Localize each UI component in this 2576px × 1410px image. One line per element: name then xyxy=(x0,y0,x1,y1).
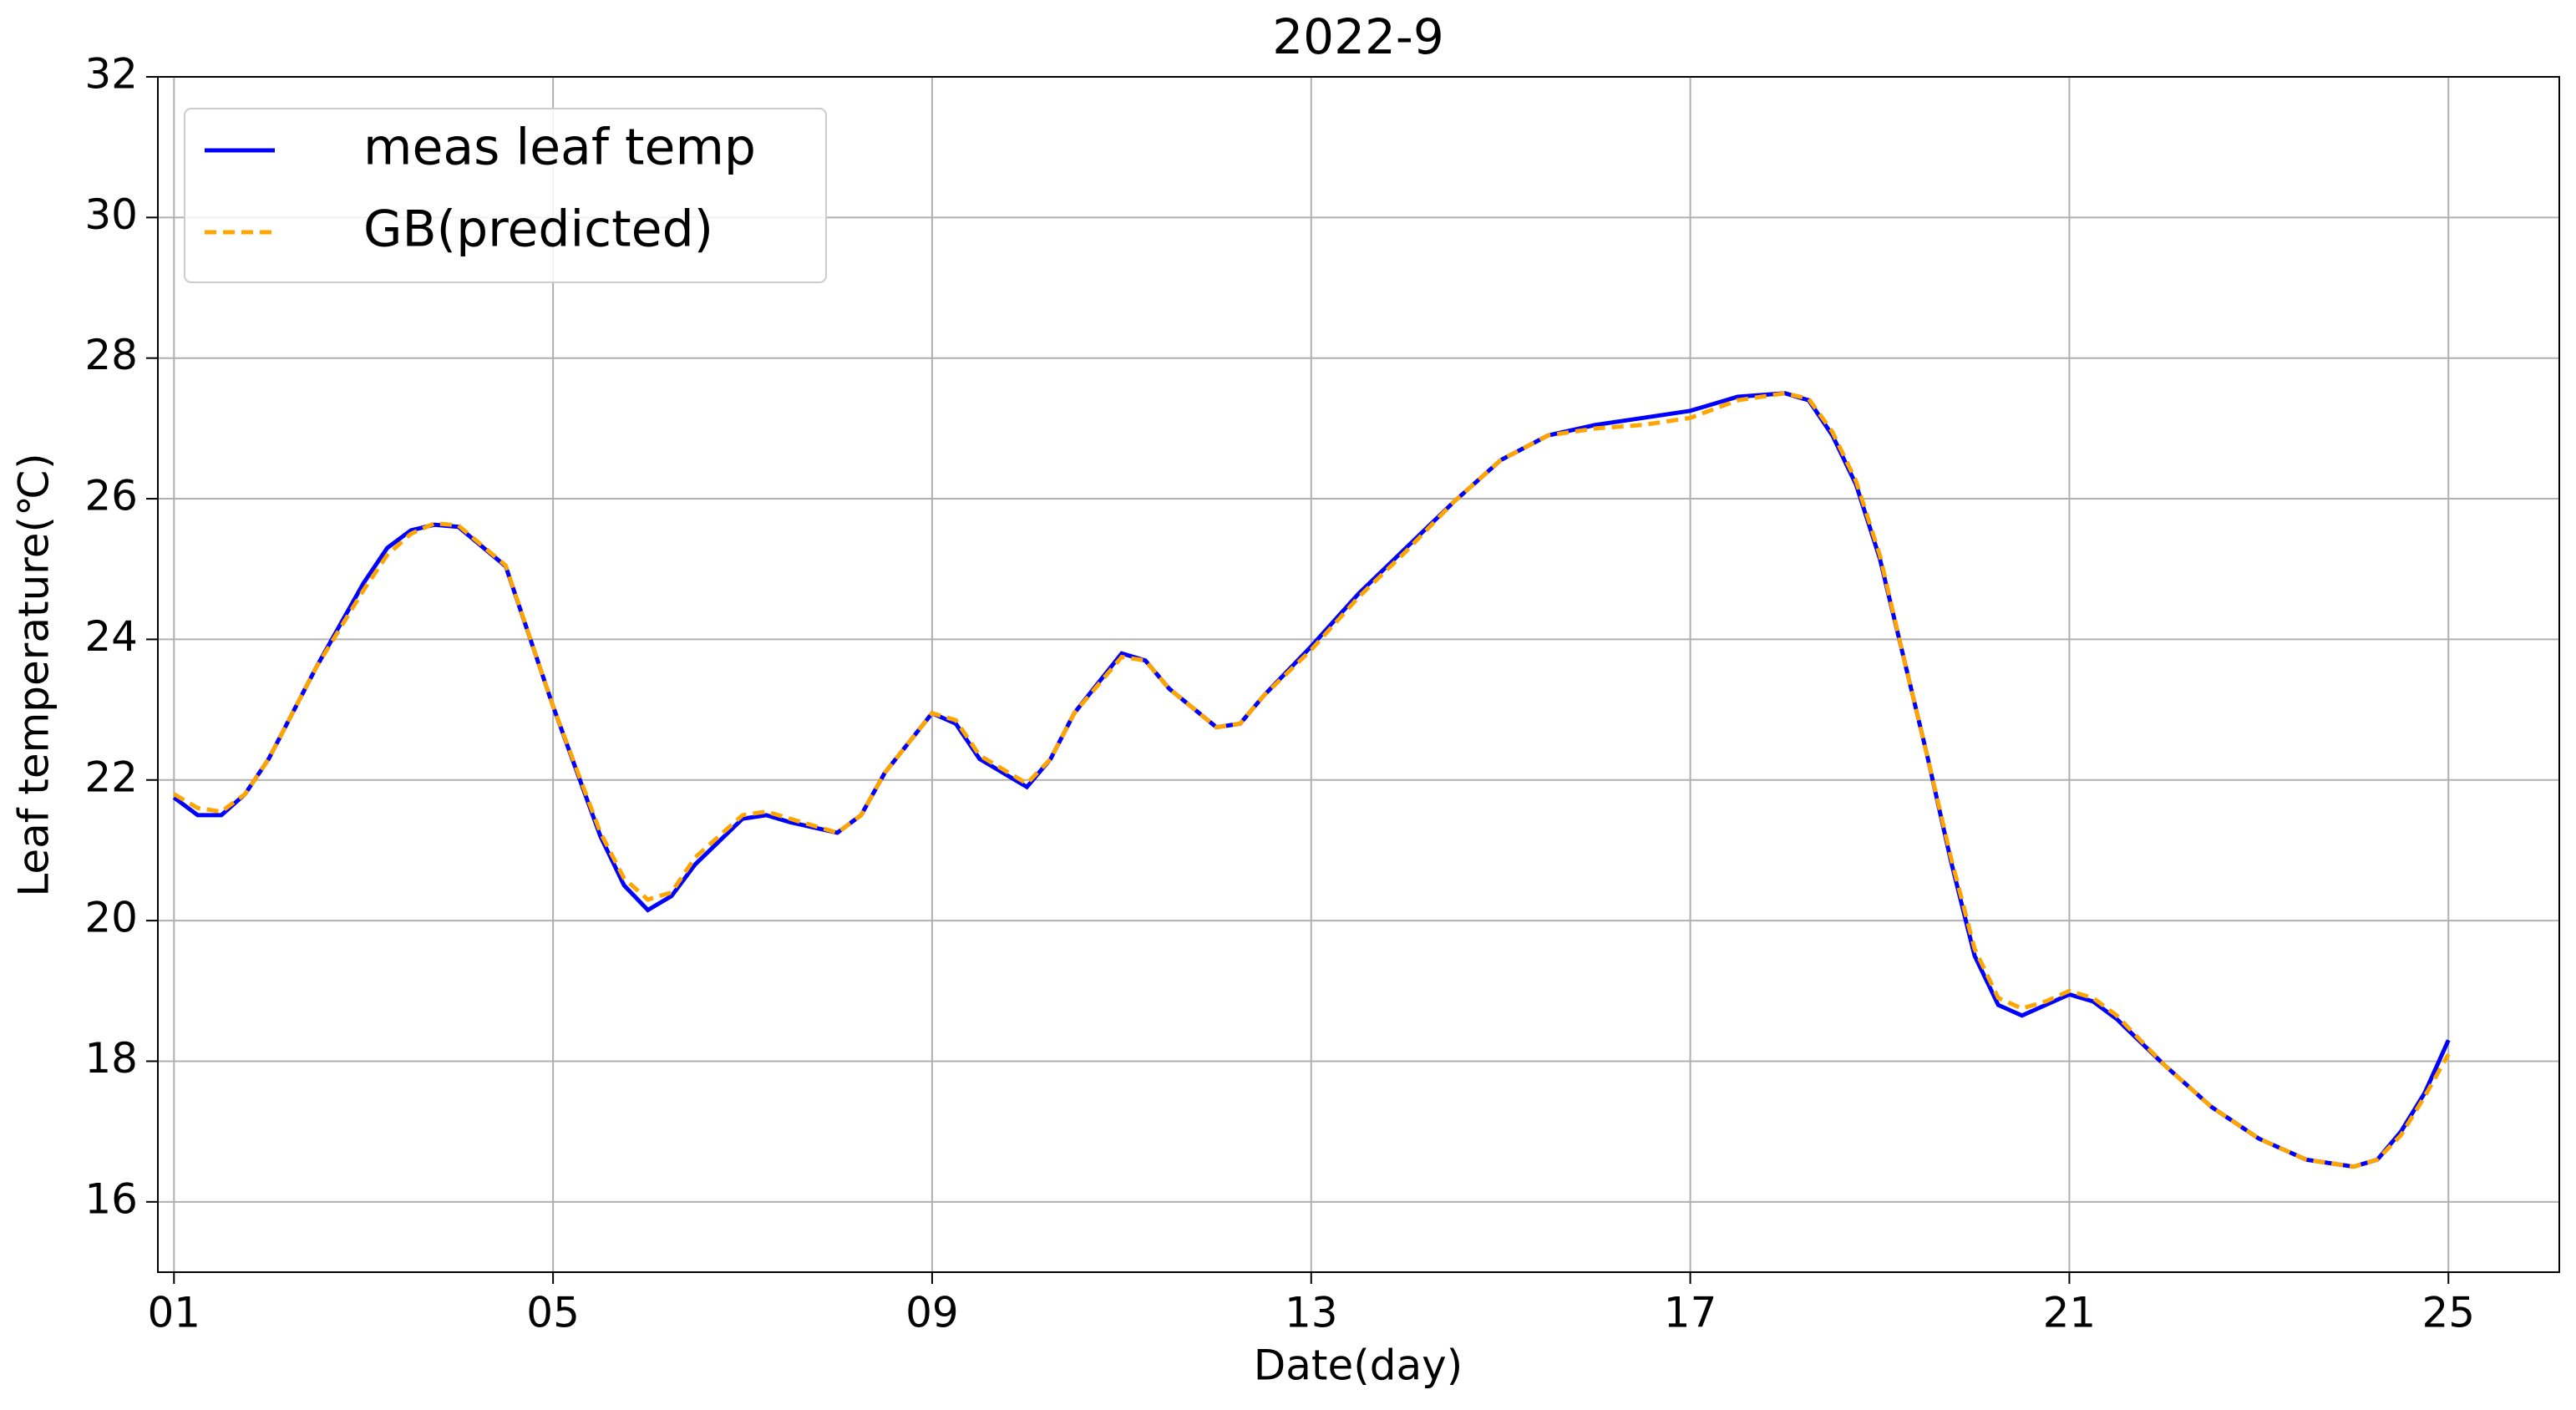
x-tick-label: 21 xyxy=(2043,1289,2097,1337)
y-tick-label: 16 xyxy=(84,1174,138,1223)
y-tick-label: 20 xyxy=(84,894,138,942)
legend-box xyxy=(184,108,827,283)
y-tick-label: 32 xyxy=(84,50,138,99)
x-tick-label: 09 xyxy=(905,1289,959,1337)
y-tick-label: 28 xyxy=(84,331,138,379)
legend-label: GB(predicted) xyxy=(363,200,713,259)
plot-frame xyxy=(157,76,2560,1273)
y-axis-label: Leaf temperature(℃) xyxy=(10,453,58,896)
x-tick-label: 13 xyxy=(1285,1289,1338,1337)
series-line xyxy=(173,391,2451,1169)
x-tick-label: 01 xyxy=(147,1289,200,1337)
x-tick-label: 25 xyxy=(2421,1289,2475,1337)
legend-label: meas leaf temp xyxy=(363,119,756,177)
chart-title: 2022-9 xyxy=(1272,8,1443,65)
legend: meas leaf temp GB(predicted) xyxy=(184,108,827,283)
y-tick-label: 26 xyxy=(84,472,138,520)
x-tick-label: 05 xyxy=(526,1289,580,1337)
x-tick-label: 17 xyxy=(1664,1289,1717,1337)
y-tick-label: 30 xyxy=(84,190,138,239)
y-tick-label: 18 xyxy=(84,1034,138,1083)
y-tick-label: 22 xyxy=(84,753,138,801)
x-axis-label: Date(day) xyxy=(1254,1342,1463,1390)
y-tick-label: 24 xyxy=(84,612,138,661)
